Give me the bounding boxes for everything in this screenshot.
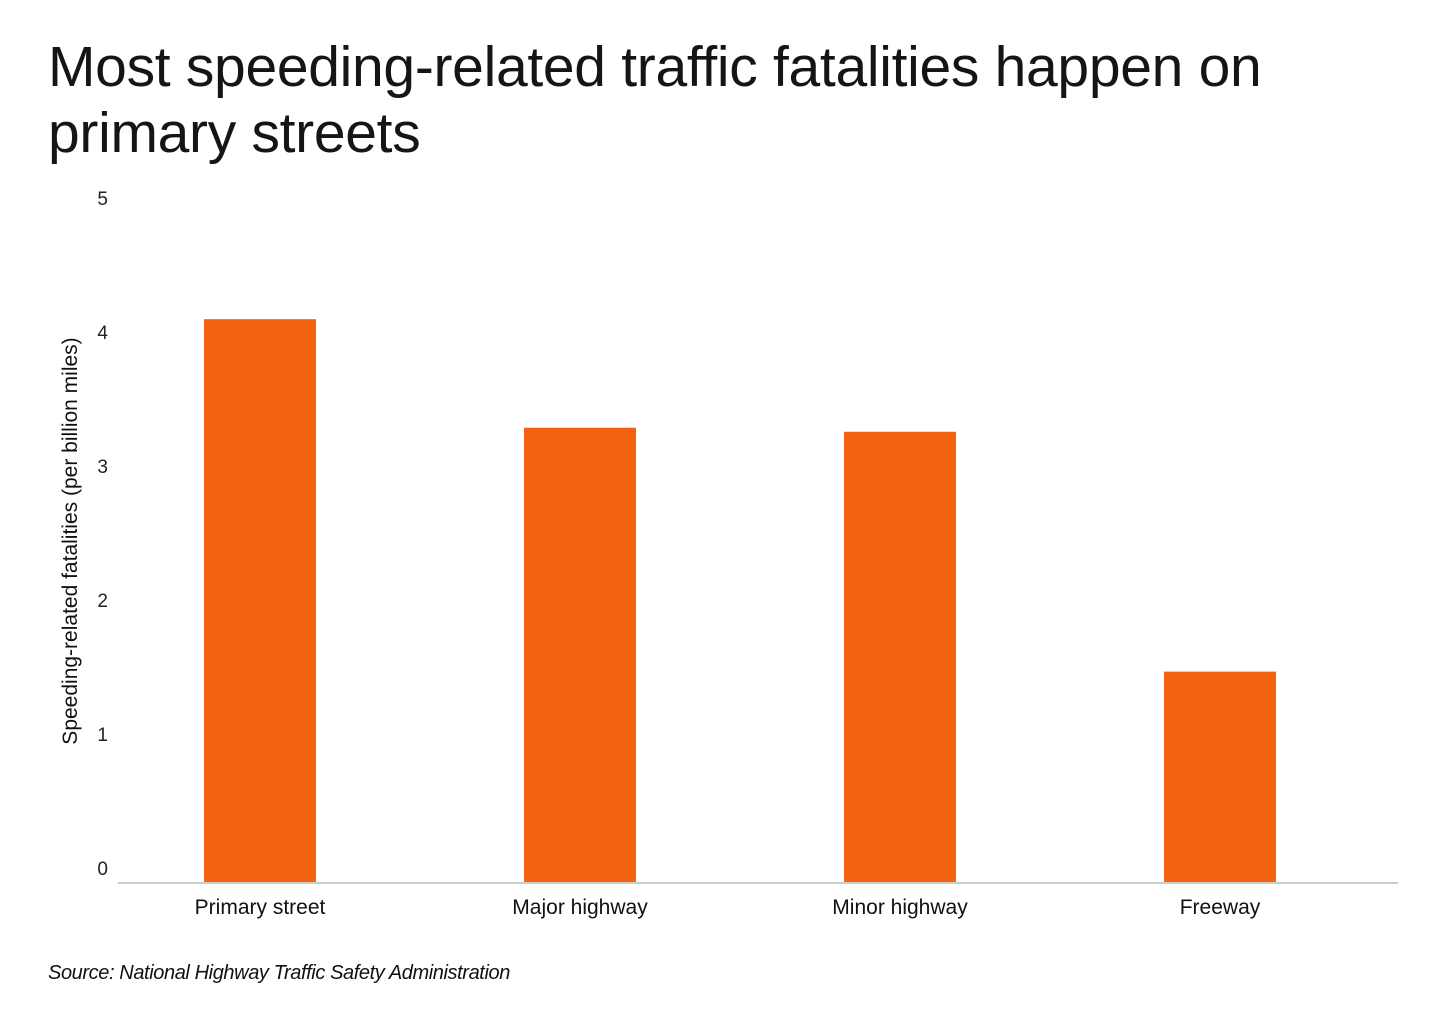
source-note: Source: National Highway Traffic Safety …: [48, 962, 510, 984]
y-tick-label: 3: [97, 457, 108, 478]
bar-major-highway: [524, 427, 636, 882]
y-tick-label: 1: [97, 725, 108, 746]
y-axis-ticks: 0 1 2 3 4 5: [97, 189, 108, 880]
bars: [204, 319, 1276, 882]
x-tick-label: Minor highway: [832, 896, 968, 919]
x-tick-label: Major highway: [512, 896, 648, 919]
bar-freeway: [1164, 671, 1276, 882]
x-tick-label: Freeway: [1180, 896, 1261, 919]
x-tick-label: Primary street: [195, 896, 326, 919]
chart-title: Most speeding-related traffic fatalities…: [48, 35, 1262, 165]
bar-minor-highway: [844, 431, 956, 882]
bar-primary-street: [204, 319, 316, 882]
y-axis-title: Speeding-related fatalities (per billion…: [59, 337, 82, 744]
y-tick-label: 0: [97, 859, 108, 880]
y-tick-label: 5: [97, 189, 108, 210]
x-axis-labels: Primary street Major highway Minor highway…: [195, 896, 1261, 919]
y-tick-label: 2: [97, 591, 108, 612]
y-tick-label: 4: [97, 323, 108, 344]
